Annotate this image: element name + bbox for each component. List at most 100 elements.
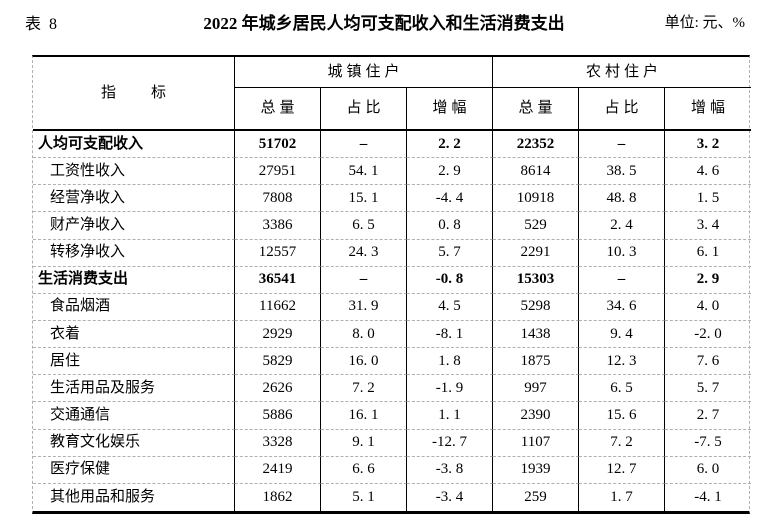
urban-total-value: 2626: [235, 375, 321, 403]
rural-total-value: 2291: [493, 239, 579, 267]
rural-share-value: 38. 5: [579, 158, 665, 186]
urban-share-value: 8. 0: [321, 320, 407, 349]
urban-share-value: –: [321, 131, 407, 159]
urban-growth-header: 增幅: [407, 88, 493, 131]
rural-group-header: 农村住户: [493, 57, 751, 88]
urban-total-value: 5886: [235, 402, 321, 430]
row-indicator-label: 转移净收入: [33, 239, 235, 267]
rural-growth-header: 增幅: [665, 88, 751, 131]
rural-total-value: 997: [493, 375, 579, 403]
urban-share-value: 16. 1: [321, 402, 407, 430]
urban-growth-value: -4. 4: [407, 185, 493, 213]
rural-total-value: 8614: [493, 158, 579, 186]
rural-total-value: 529: [493, 212, 579, 240]
rural-total-value: 2390: [493, 402, 579, 430]
statistics-table: 指 标 城镇住户 农村住户 总量 占比 增幅 总量 占比 增幅 人均可支配收入 …: [32, 55, 751, 514]
urban-growth-value: 0. 8: [407, 212, 493, 240]
row-indicator-label: 人均可支配收入: [33, 131, 235, 159]
rural-growth-value: 4. 6: [665, 158, 751, 186]
rural-share-value: 12. 7: [579, 456, 665, 484]
urban-growth-value: 1. 8: [407, 348, 493, 376]
rural-growth-value: -2. 0: [665, 321, 751, 349]
rural-share-value: –: [579, 266, 665, 294]
rural-total-value: 22352: [493, 131, 579, 159]
urban-group-header: 城镇住户: [235, 57, 493, 88]
urban-share-header: 占比: [321, 88, 407, 131]
row-indicator-label: 衣着: [33, 320, 235, 349]
urban-share-value: 6. 5: [321, 212, 407, 240]
urban-total-value: 12557: [235, 239, 321, 267]
rural-growth-value: 2. 7: [665, 402, 751, 430]
rural-growth-value: -4. 1: [694, 488, 722, 505]
urban-growth-value: 4. 5: [407, 293, 493, 321]
urban-total-value: 5829: [235, 348, 321, 376]
page-title: 2022 年城乡居民人均可支配收入和生活消费支出: [203, 14, 565, 33]
row-indicator-label: 食品烟酒: [33, 293, 235, 321]
urban-total-value: 3328: [235, 429, 321, 457]
urban-total-value: 11662: [235, 293, 321, 321]
rural-total-header: 总量: [493, 88, 579, 131]
urban-growth-value: 5. 7: [407, 239, 493, 267]
row-indicator-label: 生活用品及服务: [33, 375, 235, 403]
urban-total-value: 36541: [235, 266, 321, 294]
row-indicator-label: 其他用品和服务: [33, 483, 235, 511]
rural-growth-value: 4. 0: [665, 294, 751, 321]
rural-share-value: 6. 5: [579, 375, 665, 403]
row-indicator-label: 医疗保健: [33, 456, 235, 484]
rural-share-value: 1. 7: [579, 483, 665, 511]
urban-growth-value: 2. 9: [407, 158, 493, 186]
urban-growth-value: -3. 8: [407, 456, 493, 484]
row-indicator-label: 工资性收入: [33, 158, 235, 186]
unit-label: 单位: 元、%: [664, 15, 745, 31]
urban-growth-value: -12. 7: [407, 429, 493, 457]
rural-growth-value: 7. 6: [665, 348, 751, 376]
rural-share-value: 9. 4: [579, 320, 665, 349]
rural-total-value: 1107: [493, 429, 579, 457]
row-indicator-label: 经营净收入: [33, 185, 235, 213]
rural-growth-value: 2. 9: [665, 267, 751, 294]
urban-share-value: 6. 6: [321, 456, 407, 484]
rural-growth-value: 6. 0: [665, 457, 751, 484]
row-indicator-label: 居住: [33, 348, 235, 376]
urban-total-header: 总量: [235, 88, 321, 131]
urban-share-value: 24. 3: [321, 239, 407, 267]
row-indicator-label: 财产净收入: [33, 212, 235, 240]
urban-share-value: 9. 1: [321, 429, 407, 457]
rural-share-value: 15. 6: [579, 402, 665, 430]
rural-share-value: –: [579, 131, 665, 159]
urban-share-value: 31. 9: [321, 293, 407, 321]
urban-share-value: 54. 1: [321, 158, 407, 186]
urban-total-value: 1862: [235, 483, 321, 511]
urban-total-value: 27951: [235, 158, 321, 186]
rural-share-value: 48. 8: [579, 185, 665, 213]
row-indicator-label: 教育文化娱乐: [33, 429, 235, 457]
rural-share-header: 占比: [579, 88, 665, 131]
rural-total-value: 1939: [493, 456, 579, 484]
title-bar: 表 8 2022 年城乡居民人均可支配收入和生活消费支出 单位: 元、%: [25, 9, 745, 34]
table-number-label: 表 8: [25, 15, 60, 33]
rural-share-value: 7. 2: [579, 429, 665, 457]
urban-total-value: 2419: [235, 456, 321, 484]
urban-total-value: 51702: [235, 131, 321, 159]
urban-growth-value: 1. 1: [407, 402, 493, 430]
urban-share-value: 15. 1: [321, 185, 407, 213]
urban-total-value: 7808: [235, 185, 321, 213]
rural-growth-value: 5. 7: [665, 375, 751, 403]
urban-growth-value: 2. 2: [407, 131, 493, 159]
rural-growth-value: -7. 5: [665, 430, 751, 457]
rural-growth-value: 6. 1: [665, 240, 751, 267]
urban-share-value: 16. 0: [321, 348, 407, 376]
urban-share-value: 5. 1: [321, 483, 407, 511]
row-indicator-label: 生活消费支出: [33, 266, 235, 294]
rural-growth-value: 1. 5: [665, 185, 751, 213]
rural-total-value: 1875: [493, 348, 579, 376]
rural-share-value: 10. 3: [579, 239, 665, 267]
urban-total-value: 2929: [235, 320, 321, 349]
urban-growth-value: -0. 8: [407, 266, 493, 294]
urban-growth-value: -3. 4: [407, 483, 493, 511]
urban-share-value: 7. 2: [321, 375, 407, 403]
urban-growth-value: -1. 9: [407, 375, 493, 403]
rural-total-value: 15303: [493, 266, 579, 294]
indicator-column-header: 指 标: [33, 57, 235, 131]
